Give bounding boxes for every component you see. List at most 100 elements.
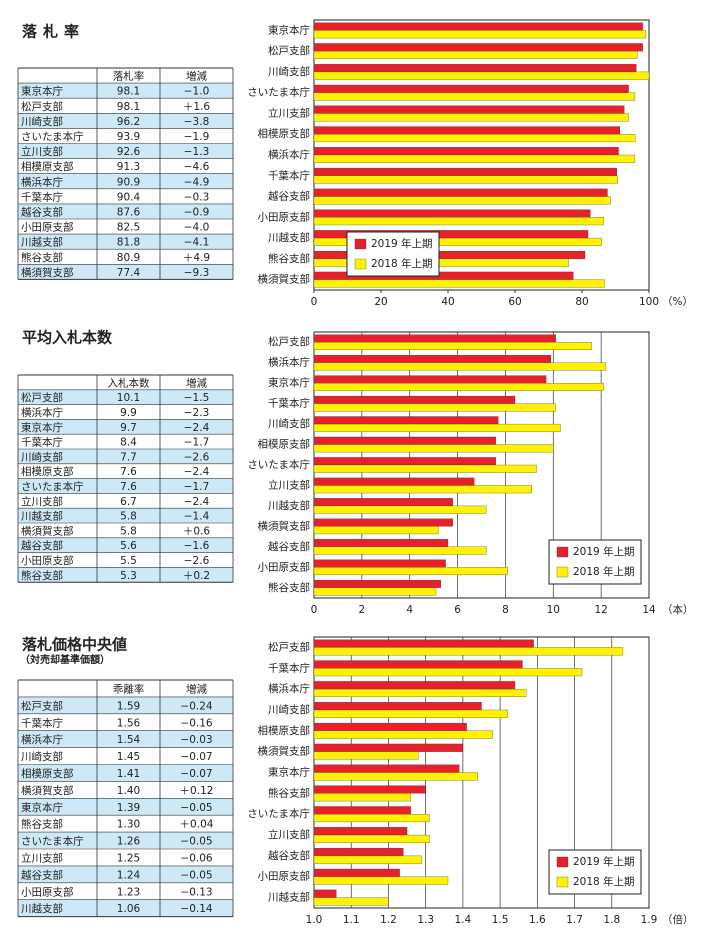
bar — [313, 92, 636, 101]
x-tick-label: 14 — [642, 604, 656, 616]
table-cell: 6.7 — [120, 496, 137, 508]
legend-swatch — [556, 856, 569, 868]
table-cell: 5.5 — [120, 555, 137, 567]
row-bg — [18, 419, 233, 435]
table-cell: 92.6 — [117, 146, 141, 158]
table-row-label: 千葉本庁 — [21, 436, 63, 449]
table-row-label: 東京本庁 — [21, 85, 63, 98]
bar — [313, 188, 608, 197]
bar — [313, 580, 441, 588]
x-tick-label: 1.9 — [641, 914, 658, 926]
bar — [313, 518, 453, 527]
table-row-label: 小田原支部 — [21, 885, 74, 898]
x-tick-label: 10 — [547, 604, 560, 616]
axis-unit: （%） — [662, 296, 693, 308]
category-label: 立川支部 — [268, 478, 310, 491]
table-row-label: 横浜本庁 — [21, 406, 63, 419]
table-row-label: 松戸支部 — [21, 391, 63, 404]
bar — [313, 567, 508, 576]
table-cell: 9.9 — [120, 407, 137, 419]
category-label: 越谷支部 — [268, 849, 310, 862]
table-row-label: 立川支部 — [21, 145, 63, 158]
category-label: 千葉本庁 — [268, 661, 310, 674]
bar — [313, 709, 508, 718]
category-label: 越谷支部 — [268, 540, 310, 553]
category-label: 川崎支部 — [268, 417, 310, 430]
table-cell: 1.06 — [117, 903, 141, 915]
category-label: さいたま本庁 — [247, 458, 310, 471]
bar — [313, 237, 602, 246]
x-tick-label: 0 — [311, 296, 318, 308]
bar — [313, 485, 532, 494]
table-cell: −0.07 — [180, 751, 212, 763]
category-label: 千葉本庁 — [268, 169, 310, 182]
x-tick-label: 1.8 — [603, 914, 620, 926]
table-cell: 5.8 — [120, 525, 137, 537]
bar — [313, 785, 426, 794]
bar — [313, 375, 547, 384]
table-row-label: 東京本庁 — [21, 421, 63, 434]
table-cell: −2.6 — [184, 451, 210, 463]
category-label: 横浜本庁 — [268, 356, 310, 369]
category-label: 松戸支部 — [268, 640, 310, 653]
category-label: 熊谷支部 — [268, 252, 310, 265]
bar — [313, 154, 636, 163]
x-tick-label: 40 — [441, 296, 454, 308]
bar — [313, 587, 437, 596]
x-tick-label: 80 — [575, 296, 588, 308]
table-cell: −0.16 — [180, 717, 212, 729]
table-cell: −0.05 — [180, 802, 212, 814]
category-label: 横須賀支部 — [258, 745, 311, 758]
bar — [313, 71, 650, 80]
table-header: 増減 — [186, 70, 207, 83]
table-cell: 1.59 — [117, 700, 140, 712]
bar — [313, 22, 643, 31]
x-tick-label: 1.1 — [343, 914, 360, 926]
legend-swatch — [354, 238, 367, 250]
table-row-label: 横須賀支部 — [21, 266, 74, 279]
bar — [313, 772, 478, 781]
table-cell: 96.2 — [117, 116, 140, 128]
bar — [313, 889, 337, 898]
category-label: 千葉本庁 — [268, 397, 310, 410]
bar — [313, 464, 537, 473]
table-cell: −0.14 — [180, 903, 212, 915]
table-row-label: 川越支部 — [21, 236, 63, 249]
category-label: 横須賀支部 — [258, 519, 311, 532]
row-bg — [18, 264, 233, 280]
category-label: 川越支部 — [268, 499, 310, 512]
table-cell: 98.1 — [117, 101, 140, 113]
bar — [313, 668, 583, 677]
category-label: 相模原支部 — [258, 127, 311, 140]
row-bg — [18, 798, 233, 816]
category-label: 川越支部 — [268, 891, 310, 904]
table-cell: −1.6 — [184, 540, 210, 552]
table-row-label: 川崎支部 — [21, 750, 63, 763]
category-label: 立川支部 — [268, 828, 310, 841]
row-bg — [18, 567, 233, 583]
bar — [313, 403, 556, 412]
bar — [313, 477, 475, 486]
bar — [313, 498, 453, 507]
row-bg — [18, 173, 233, 189]
legend-swatch — [354, 258, 367, 270]
row-bg — [18, 508, 233, 523]
row-bg — [18, 865, 233, 883]
table-header: 増減 — [186, 376, 207, 389]
bar — [313, 505, 487, 514]
table-row-label: 熊谷支部 — [21, 569, 63, 582]
bar — [313, 688, 527, 697]
table-row-label: 松戸支部 — [21, 699, 63, 712]
table-cell: 1.54 — [117, 734, 141, 746]
table-header: 増減 — [186, 682, 207, 695]
section-title: 落札価格中央値 — [22, 636, 127, 654]
bar — [313, 702, 482, 711]
category-label: 松戸支部 — [268, 44, 310, 57]
table-cell: −1.5 — [184, 392, 210, 404]
table-cell: −3.8 — [184, 116, 210, 128]
table-cell: −0.05 — [180, 836, 212, 848]
bar — [313, 196, 611, 205]
bar — [313, 126, 621, 135]
table-row-label: 熊谷支部 — [21, 818, 63, 831]
table-cell: −0.07 — [180, 768, 212, 780]
